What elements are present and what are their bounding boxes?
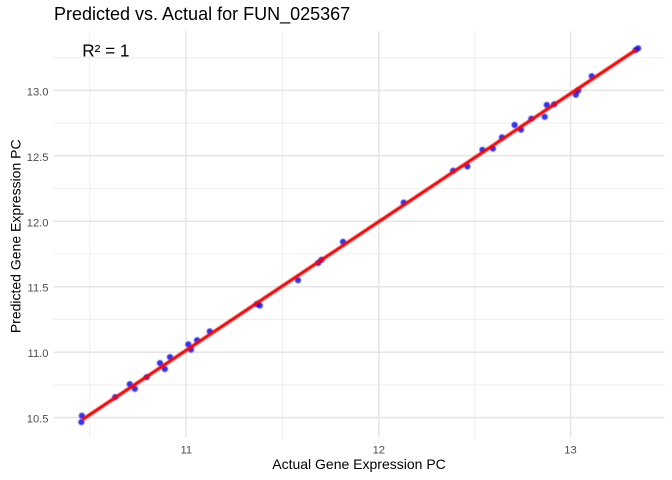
svg-text:12.5: 12.5 xyxy=(27,152,49,164)
svg-text:13: 13 xyxy=(564,445,576,457)
svg-text:10.5: 10.5 xyxy=(27,414,49,426)
svg-text:R² = 1: R² = 1 xyxy=(82,41,129,61)
svg-text:11: 11 xyxy=(180,445,192,457)
svg-text:13.0: 13.0 xyxy=(27,86,49,98)
svg-text:12: 12 xyxy=(373,445,385,457)
svg-text:11.0: 11.0 xyxy=(28,348,49,360)
svg-text:11.5: 11.5 xyxy=(28,283,49,295)
svg-text:12.0: 12.0 xyxy=(27,217,49,229)
svg-text:Predicted Gene Expression PC: Predicted Gene Expression PC xyxy=(7,139,23,333)
svg-text:Predicted vs. Actual for FUN_0: Predicted vs. Actual for FUN_025367 xyxy=(54,4,350,25)
svg-text:Actual Gene Expression PC: Actual Gene Expression PC xyxy=(272,456,446,472)
